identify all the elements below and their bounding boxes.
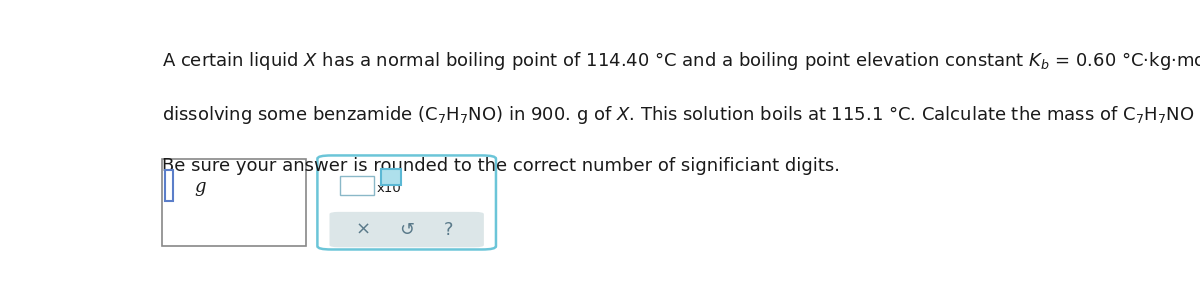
Text: Be sure your answer is rounded to the correct number of significiant digits.: Be sure your answer is rounded to the co… bbox=[162, 156, 840, 175]
Text: ↺: ↺ bbox=[400, 221, 414, 239]
Text: dissolving some benzamide (C$_7$H$_7$NO) in 900. g of $\mathit{X}$. This solutio: dissolving some benzamide (C$_7$H$_7$NO)… bbox=[162, 104, 1200, 126]
Text: ?: ? bbox=[444, 221, 454, 239]
Bar bbox=[382, 169, 402, 185]
FancyBboxPatch shape bbox=[330, 212, 484, 247]
Text: A certain liquid $\mathit{X}$ has a normal boiling point of 114.40 °C and a boil: A certain liquid $\mathit{X}$ has a norm… bbox=[162, 49, 1200, 74]
Bar bbox=[341, 176, 373, 195]
Text: ×: × bbox=[355, 221, 371, 239]
Text: g: g bbox=[194, 178, 205, 196]
FancyBboxPatch shape bbox=[164, 170, 173, 201]
Text: x10: x10 bbox=[377, 182, 401, 195]
FancyBboxPatch shape bbox=[317, 155, 496, 249]
Bar bbox=[162, 159, 306, 246]
